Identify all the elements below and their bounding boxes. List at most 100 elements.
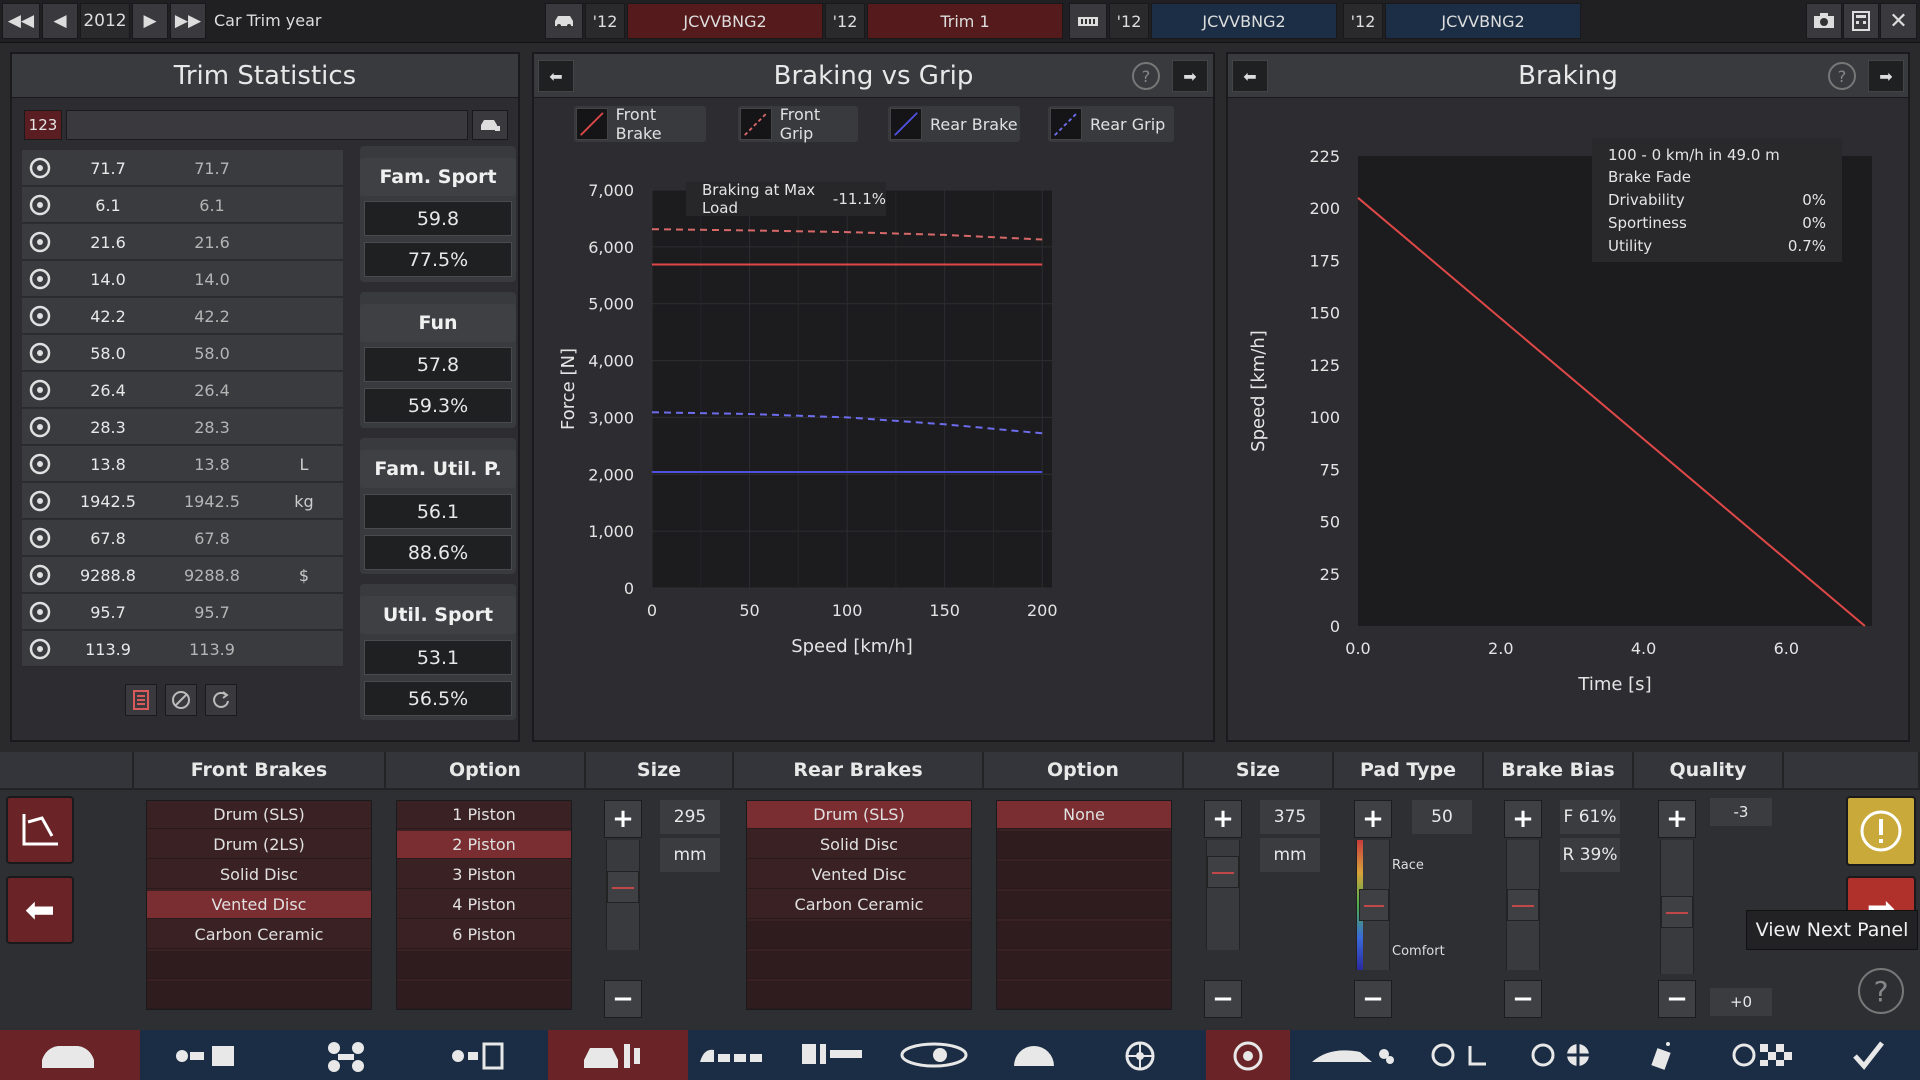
- list-item[interactable]: Carbon Ceramic: [747, 891, 971, 919]
- last-year-button[interactable]: ▶▶: [170, 3, 206, 39]
- nav-tab-aero[interactable]: [1290, 1030, 1416, 1080]
- filter-input[interactable]: [66, 110, 468, 140]
- quality-increase-button[interactable]: +: [1658, 800, 1696, 838]
- next-year-button[interactable]: ▶: [132, 3, 168, 39]
- score-percent: 59.3%: [364, 388, 512, 423]
- brake-bias-decrease-button[interactable]: −: [1504, 980, 1542, 1018]
- nav-tab-lights[interactable]: [884, 1030, 994, 1080]
- nav-tab-drivetrain[interactable]: [414, 1030, 548, 1080]
- filter-badge[interactable]: 123: [24, 110, 62, 140]
- list-item-selected[interactable]: None: [997, 801, 1171, 829]
- nav-tab-confirm[interactable]: [1816, 1030, 1920, 1080]
- list-item[interactable]: Solid Disc: [147, 861, 371, 889]
- pad-type-increase-button[interactable]: +: [1354, 800, 1392, 838]
- rear-size-slider[interactable]: [1206, 840, 1240, 950]
- list-item-empty: [147, 951, 371, 979]
- pad-type-slider[interactable]: [1356, 840, 1390, 970]
- trim-name-selector[interactable]: Trim 1: [867, 3, 1063, 39]
- nav-tab-wheels-trim[interactable]: [994, 1030, 1076, 1080]
- plus-icon: +: [1666, 804, 1688, 834]
- engine-family-selector[interactable]: JCVVBNG2: [1151, 3, 1337, 39]
- list-item[interactable]: Carbon Ceramic: [147, 921, 371, 949]
- slider-handle[interactable]: [1359, 889, 1389, 921]
- list-item[interactable]: Vented Disc: [747, 861, 971, 889]
- legend-item-front-grip[interactable]: Front Grip: [738, 105, 858, 143]
- close-button[interactable]: ✕: [1880, 3, 1917, 39]
- nav-tab-brakes-selected[interactable]: [548, 1030, 688, 1080]
- calculator-button[interactable]: [1843, 3, 1879, 39]
- slider-handle[interactable]: [1507, 889, 1539, 921]
- filter-car-button[interactable]: [472, 110, 508, 140]
- annotation-label: Braking at Max Load: [702, 181, 816, 217]
- back-button[interactable]: ⬅: [6, 876, 74, 944]
- next-graph-button[interactable]: ➡: [1868, 60, 1904, 92]
- chart-axes-icon: [22, 814, 58, 846]
- front-size-slider[interactable]: [606, 840, 640, 950]
- engine-selector-button[interactable]: [1069, 3, 1107, 39]
- stat-unit: [274, 261, 334, 297]
- slider-handle[interactable]: [1661, 896, 1693, 928]
- legend-item-front-brake[interactable]: Front Brake: [574, 105, 706, 143]
- screenshot-button[interactable]: [1806, 3, 1842, 39]
- rear-size-increase-button[interactable]: +: [1204, 800, 1242, 838]
- prev-graph-button[interactable]: ⬅: [1232, 60, 1268, 92]
- nav-tab-paint[interactable]: [1616, 1030, 1706, 1080]
- list-item-selected[interactable]: Drum (SLS): [747, 801, 971, 829]
- nav-tab-wheels[interactable]: [1076, 1030, 1206, 1080]
- prev-graph-button[interactable]: ⬅: [538, 60, 574, 92]
- nav-tab-suspension[interactable]: [276, 1030, 414, 1080]
- clear-button[interactable]: [165, 684, 197, 716]
- list-item[interactable]: 3 Piston: [397, 861, 571, 889]
- list-item[interactable]: Drum (2LS): [147, 831, 371, 859]
- y-tick-label: 4,000: [588, 352, 634, 371]
- safety-wheel-icon: [1531, 1043, 1589, 1067]
- list-item-selected[interactable]: Vented Disc: [147, 891, 371, 919]
- car-brakes-icon: [584, 1044, 640, 1068]
- suspension-geometry-button[interactable]: [6, 796, 74, 864]
- car-selector-button[interactable]: [545, 3, 583, 39]
- list-item-selected[interactable]: 2 Piston: [397, 831, 571, 859]
- legend-item-rear-brake[interactable]: Rear Brake: [888, 106, 1020, 142]
- report-button[interactable]: [125, 684, 157, 716]
- list-item-empty: [997, 981, 1171, 1009]
- slider-handle[interactable]: [1207, 856, 1239, 888]
- refresh-button[interactable]: [205, 684, 237, 716]
- list-item-empty: [997, 831, 1171, 859]
- legend-item-rear-grip[interactable]: Rear Grip: [1048, 106, 1174, 142]
- model-name-selector[interactable]: JCVVBNG2: [627, 3, 823, 39]
- first-year-button[interactable]: ◀◀: [2, 3, 40, 39]
- list-item[interactable]: 4 Piston: [397, 891, 571, 919]
- list-item[interactable]: Drum (SLS): [147, 801, 371, 829]
- brake-bias-slider[interactable]: [1506, 840, 1540, 970]
- list-item[interactable]: 6 Piston: [397, 921, 571, 949]
- help-button[interactable]: ?: [1858, 968, 1904, 1014]
- nav-tab-safety[interactable]: [1510, 1030, 1616, 1080]
- brake-bias-increase-button[interactable]: +: [1504, 800, 1542, 838]
- nav-tab-handling[interactable]: [1416, 1030, 1510, 1080]
- nav-tab-chassis[interactable]: [140, 1030, 276, 1080]
- prev-year-button[interactable]: ◀: [42, 3, 78, 39]
- help-button[interactable]: ?: [1828, 62, 1856, 90]
- nav-tab-fixtures[interactable]: [784, 1030, 884, 1080]
- next-graph-button[interactable]: ➡: [1172, 60, 1208, 92]
- slider-handle[interactable]: [607, 871, 639, 903]
- rear-size-decrease-button[interactable]: −: [1204, 980, 1242, 1018]
- quality-slider[interactable]: [1660, 840, 1694, 974]
- nav-tab-testing[interactable]: [1206, 1030, 1290, 1080]
- front-brake-list: Drum (SLS) Drum (2LS) Solid Disc Vented …: [146, 800, 372, 1010]
- stopwatch-flag-icon: [1732, 1043, 1792, 1067]
- help-button[interactable]: ?: [1132, 62, 1160, 90]
- list-item[interactable]: 1 Piston: [397, 801, 571, 829]
- pad-type-decrease-button[interactable]: −: [1354, 980, 1392, 1018]
- list-item[interactable]: Solid Disc: [747, 831, 971, 859]
- x-tick-label: 4.0: [1631, 639, 1656, 658]
- nav-tab-finish-testing[interactable]: [1706, 1030, 1816, 1080]
- quality-decrease-button[interactable]: −: [1658, 980, 1696, 1018]
- nav-tab-body[interactable]: [0, 1030, 140, 1080]
- warning-button[interactable]: [1846, 796, 1916, 866]
- skip-forward-icon: ▶▶: [174, 11, 202, 31]
- front-size-increase-button[interactable]: +: [604, 800, 642, 838]
- nav-tab-interior[interactable]: [688, 1030, 784, 1080]
- engine-variant-selector[interactable]: JCVVBNG2: [1385, 3, 1581, 39]
- front-size-decrease-button[interactable]: −: [604, 980, 642, 1018]
